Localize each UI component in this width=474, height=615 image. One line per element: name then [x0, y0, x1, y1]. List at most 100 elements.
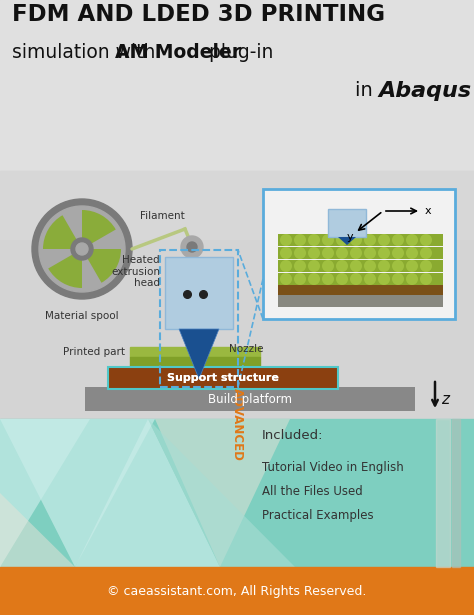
Wedge shape — [82, 249, 121, 283]
Circle shape — [308, 234, 320, 246]
Polygon shape — [0, 419, 90, 567]
Bar — [452, 419, 460, 567]
Text: in: in — [355, 81, 379, 100]
Circle shape — [76, 243, 88, 255]
Wedge shape — [82, 210, 116, 249]
Circle shape — [406, 260, 418, 272]
Bar — [85, 387, 415, 411]
Text: Build platform: Build platform — [208, 392, 292, 405]
Text: AM Modeler: AM Modeler — [115, 43, 241, 62]
Text: Support structure: Support structure — [167, 373, 279, 383]
Text: x: x — [425, 206, 432, 216]
Circle shape — [32, 199, 132, 299]
Circle shape — [406, 234, 418, 246]
Text: FDM AND LDED 3D PRINTING: FDM AND LDED 3D PRINTING — [12, 3, 385, 26]
Circle shape — [392, 247, 404, 259]
Text: Printed part: Printed part — [63, 347, 125, 357]
Circle shape — [294, 260, 306, 272]
Text: © caeassistant.com, All Rights Reserved.: © caeassistant.com, All Rights Reserved. — [107, 584, 367, 598]
Circle shape — [181, 236, 203, 258]
Circle shape — [187, 242, 197, 252]
Text: Support structure: Support structure — [167, 373, 279, 383]
Wedge shape — [48, 249, 82, 288]
Circle shape — [308, 273, 320, 285]
Bar — [328, 209, 366, 237]
Bar — [160, 250, 238, 387]
Circle shape — [364, 273, 376, 285]
Polygon shape — [148, 419, 295, 567]
Text: plug-in: plug-in — [203, 43, 273, 62]
Circle shape — [294, 247, 306, 259]
Bar — [0, 171, 474, 419]
Bar — [278, 273, 443, 285]
Text: y: y — [347, 232, 354, 242]
Bar — [0, 171, 474, 239]
Circle shape — [350, 234, 362, 246]
Circle shape — [420, 273, 432, 285]
Bar — [278, 260, 443, 272]
Circle shape — [364, 260, 376, 272]
Bar — [130, 367, 260, 377]
Text: Nozzle: Nozzle — [229, 344, 264, 354]
Circle shape — [350, 273, 362, 285]
Bar — [108, 367, 338, 389]
Circle shape — [280, 247, 292, 259]
Polygon shape — [338, 237, 356, 245]
Circle shape — [39, 206, 125, 292]
Circle shape — [308, 247, 320, 259]
Bar — [130, 347, 260, 357]
Bar — [278, 234, 443, 246]
Circle shape — [392, 273, 404, 285]
Circle shape — [420, 234, 432, 246]
Circle shape — [364, 234, 376, 246]
Circle shape — [420, 247, 432, 259]
Polygon shape — [0, 419, 155, 567]
Circle shape — [350, 247, 362, 259]
Circle shape — [364, 247, 376, 259]
Text: Included:: Included: — [262, 429, 323, 442]
Circle shape — [406, 273, 418, 285]
Bar — [263, 189, 455, 319]
Bar — [0, 419, 474, 567]
Circle shape — [392, 234, 404, 246]
Text: z: z — [441, 392, 449, 407]
Text: Material spool: Material spool — [45, 311, 119, 321]
Circle shape — [294, 273, 306, 285]
Circle shape — [406, 247, 418, 259]
Circle shape — [378, 260, 390, 272]
Circle shape — [322, 247, 334, 259]
Circle shape — [280, 260, 292, 272]
Bar — [0, 0, 474, 171]
Circle shape — [308, 260, 320, 272]
Text: simulation with: simulation with — [12, 43, 161, 62]
Circle shape — [322, 234, 334, 246]
Circle shape — [336, 247, 348, 259]
Bar — [278, 285, 443, 295]
Circle shape — [294, 234, 306, 246]
Bar — [108, 367, 338, 389]
Polygon shape — [155, 419, 290, 567]
Bar — [108, 367, 338, 389]
Polygon shape — [0, 493, 75, 567]
Circle shape — [378, 234, 390, 246]
Circle shape — [71, 238, 93, 260]
Text: ADVANCED: ADVANCED — [231, 387, 244, 461]
Text: Filament: Filament — [140, 211, 185, 221]
Text: Heated
extrusion
head: Heated extrusion head — [111, 255, 160, 288]
Polygon shape — [75, 419, 220, 567]
Bar — [130, 357, 260, 367]
Polygon shape — [179, 329, 219, 379]
Circle shape — [392, 260, 404, 272]
Bar — [436, 419, 450, 567]
Circle shape — [280, 273, 292, 285]
Text: Tutorial Video in English: Tutorial Video in English — [262, 461, 404, 474]
Circle shape — [420, 260, 432, 272]
Bar — [278, 295, 443, 307]
Text: Abaqus: Abaqus — [378, 81, 471, 101]
Bar — [0, 567, 474, 615]
Text: All the Files Used: All the Files Used — [262, 485, 363, 498]
Circle shape — [280, 234, 292, 246]
Circle shape — [378, 273, 390, 285]
Circle shape — [336, 260, 348, 272]
Circle shape — [322, 260, 334, 272]
